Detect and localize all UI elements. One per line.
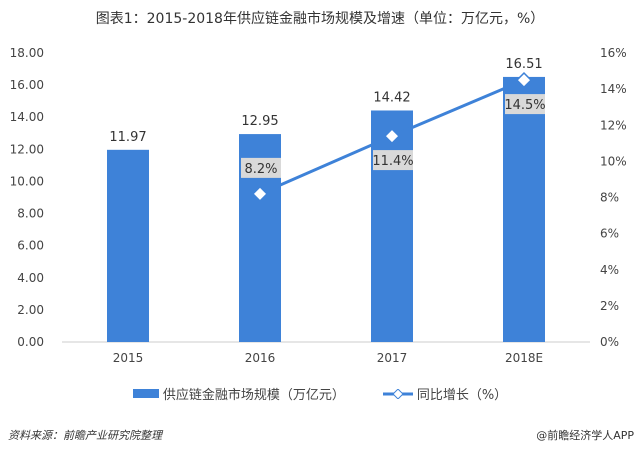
left-tick-label: 10.00 — [10, 174, 44, 188]
bar — [371, 110, 413, 343]
right-tick-label: 4% — [600, 263, 619, 277]
x-tick-label: 2017 — [377, 351, 408, 365]
growth-point — [251, 185, 269, 203]
growth-label-box — [373, 150, 413, 171]
source-note: 资料来源：前瞻产业研究院整理 — [8, 429, 162, 442]
right-tick-label: 8% — [600, 191, 619, 205]
x-tick-label: 2016 — [245, 351, 276, 365]
right-tick-label: 2% — [600, 299, 619, 313]
legend-item-bar: 供应链金融市场规模（万亿元） — [132, 384, 345, 403]
left-tick-label: 6.00 — [17, 239, 44, 253]
x-tick-label: 2015 — [113, 351, 144, 365]
legend-item-line: 同比增长（%） — [382, 384, 508, 403]
legend-line-swatch — [382, 388, 413, 399]
growth-data-label: 14.5% — [504, 98, 545, 113]
x-tick-label: 2018E — [505, 351, 543, 365]
growth-point — [515, 71, 533, 89]
legend-bar-swatch — [132, 389, 159, 398]
growth-data-label: 11.4% — [372, 154, 413, 169]
bar-data-label: 12.95 — [241, 114, 278, 129]
credit: @前瞻经济学人APP — [536, 429, 634, 442]
right-tick-label: 16% — [600, 46, 627, 60]
growth-point — [383, 127, 401, 145]
legend: 供应链金融市场规模（万亿元） 同比增长（%） — [0, 384, 640, 403]
growth-label-box — [241, 157, 281, 178]
bar-data-label: 16.51 — [505, 57, 542, 72]
bar — [503, 76, 545, 342]
right-tick-label: 10% — [600, 154, 627, 168]
left-tick-label: 18.00 — [10, 46, 44, 60]
bar-data-label: 11.97 — [109, 130, 146, 145]
legend-bar-label: 供应链金融市场规模（万亿元） — [162, 388, 345, 403]
growth-data-label: 8.2% — [244, 162, 277, 177]
left-tick-label: 2.00 — [17, 303, 44, 317]
left-tick-label: 12.00 — [10, 142, 44, 156]
right-tick-label: 0% — [600, 335, 619, 349]
right-tick-label: 12% — [600, 118, 627, 132]
left-tick-label: 4.00 — [17, 271, 44, 285]
left-tick-label: 0.00 — [17, 335, 44, 349]
left-tick-label: 16.00 — [10, 78, 44, 92]
right-tick-label: 14% — [600, 82, 627, 96]
growth-label-box — [505, 94, 545, 115]
left-tick-label: 14.00 — [10, 110, 44, 124]
bar — [107, 149, 149, 342]
chart-title: 图表1：2015-2018年供应链金融市场规模及增速（单位：万亿元，%） — [95, 11, 545, 27]
left-tick-label: 8.00 — [17, 207, 44, 221]
right-tick-label: 6% — [600, 227, 619, 241]
legend-line-label: 同比增长（%） — [416, 388, 508, 403]
bar-data-label: 14.42 — [373, 90, 410, 105]
